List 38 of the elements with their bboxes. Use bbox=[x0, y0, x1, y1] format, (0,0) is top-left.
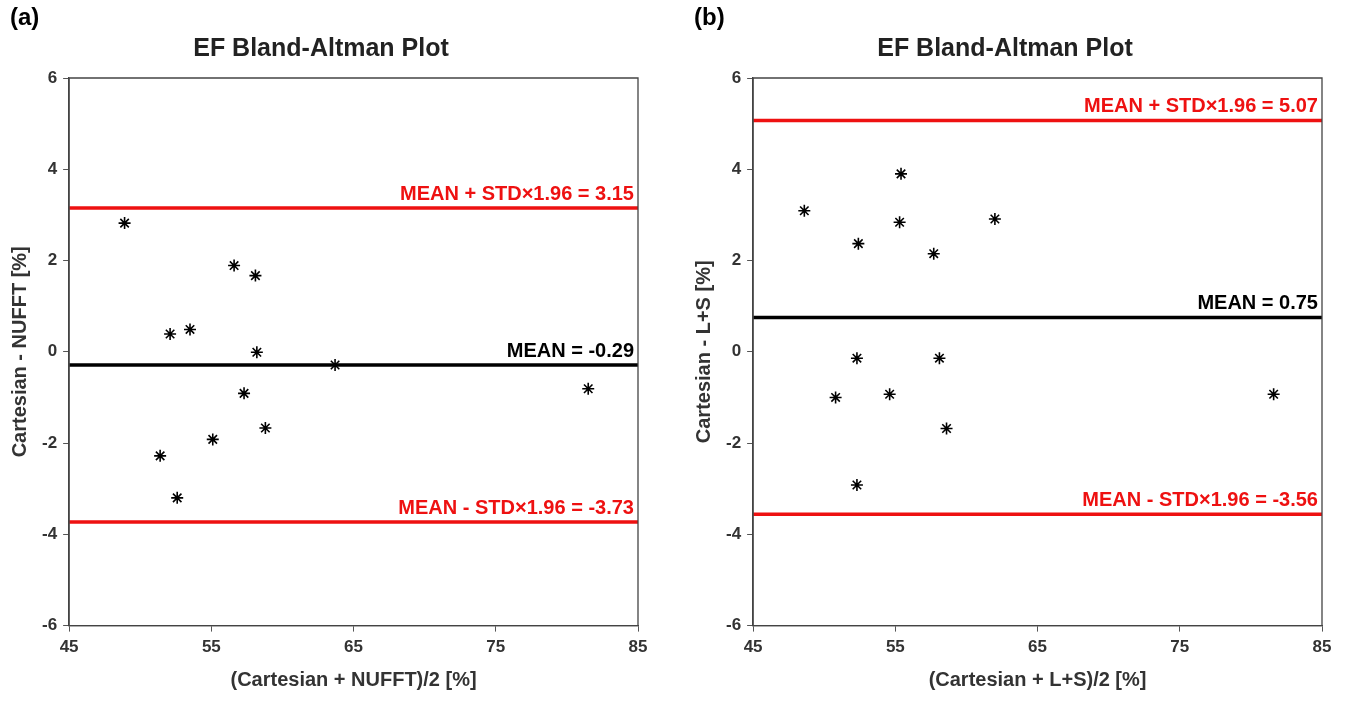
ref-line-label: MEAN = 0.75 bbox=[1197, 291, 1318, 314]
y-tick-label: 4 bbox=[47, 158, 58, 178]
text: (b) bbox=[694, 2, 725, 30]
ref-line-label: MEAN = -0.29 bbox=[506, 338, 634, 361]
y-tick-label: 6 bbox=[47, 67, 58, 87]
ref-line-label: MEAN + STD×1.96 = 5.07 bbox=[1083, 93, 1318, 116]
y-tick-label: -2 bbox=[725, 432, 742, 452]
chart-title: EF Bland-Altman Plot bbox=[193, 32, 450, 61]
x-axis-title: (Cartesian + NUFFT)/2 [%] bbox=[230, 667, 477, 690]
x-tick-label: 75 bbox=[486, 637, 506, 657]
x-tick-label: 45 bbox=[743, 637, 763, 657]
y-tick-label: 6 bbox=[731, 67, 742, 87]
y-tick-label: 2 bbox=[47, 250, 58, 270]
y-tick-label: 4 bbox=[731, 158, 742, 178]
y-tick-label: -4 bbox=[725, 524, 742, 544]
x-tick-label: 85 bbox=[1312, 637, 1332, 657]
y-tick-label: -4 bbox=[41, 524, 58, 544]
x-tick-label: 55 bbox=[201, 637, 221, 657]
y-axis-title: Cartesian - L+S [%] bbox=[691, 260, 714, 444]
ref-line-label: MEAN - STD×1.96 = -3.73 bbox=[398, 495, 634, 518]
x-axis-title: (Cartesian + L+S)/2 [%] bbox=[928, 667, 1147, 690]
text: (a) bbox=[10, 2, 40, 30]
y-tick-label: 2 bbox=[731, 250, 742, 270]
y-tick-label: -6 bbox=[725, 615, 742, 635]
ref-line-label: MEAN - STD×1.96 = -3.56 bbox=[1082, 487, 1318, 510]
x-tick-label: 65 bbox=[344, 637, 364, 657]
x-tick-label: 55 bbox=[885, 637, 905, 657]
x-tick-label: 75 bbox=[1170, 637, 1190, 657]
y-tick-label: -2 bbox=[41, 432, 58, 452]
ref-line-label: MEAN + STD×1.96 = 3.15 bbox=[399, 181, 634, 204]
x-tick-label: 45 bbox=[59, 637, 79, 657]
x-tick-label: 65 bbox=[1028, 637, 1048, 657]
y-tick-label: 0 bbox=[47, 341, 58, 361]
y-tick-label: 0 bbox=[731, 341, 742, 361]
y-axis-title: Cartesian - NUFFT [%] bbox=[7, 246, 30, 458]
x-tick-label: 85 bbox=[628, 637, 648, 657]
chart-title: EF Bland-Altman Plot bbox=[877, 32, 1134, 61]
y-tick-label: -6 bbox=[41, 615, 58, 635]
